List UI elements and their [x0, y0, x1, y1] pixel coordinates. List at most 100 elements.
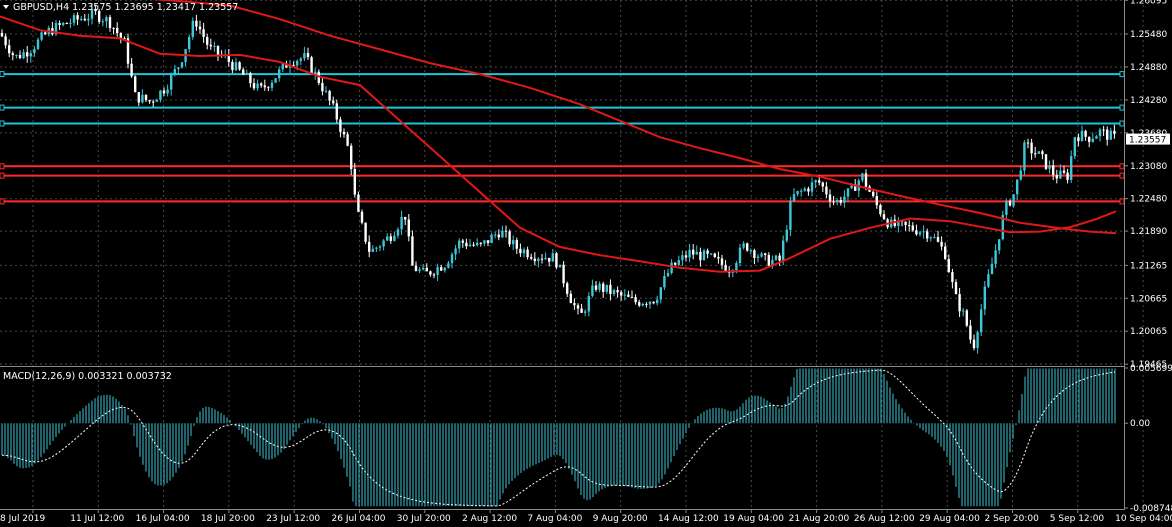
- candle-body: [242, 69, 245, 75]
- candle-body: [807, 188, 810, 192]
- candle-body: [1102, 129, 1105, 131]
- candle-body: [976, 332, 979, 349]
- horizontal-levels[interactable]: [0, 71, 1125, 205]
- price-tick-label: 1.25480: [1130, 30, 1167, 40]
- candle-body: [764, 253, 767, 256]
- candle-body: [54, 23, 58, 35]
- candle-body: [850, 184, 853, 189]
- macd-signal-line: [1, 369, 1116, 507]
- candle-body: [159, 90, 162, 100]
- candle-body: [994, 250, 997, 264]
- level-anchor-right: [1119, 172, 1125, 179]
- candle-body: [548, 257, 551, 262]
- candle-body: [263, 85, 266, 88]
- macd-tick-label: -0.008748: [1130, 504, 1172, 514]
- price-tick-label: 1.22480: [1130, 195, 1167, 205]
- candle-body: [292, 64, 295, 66]
- candle-body: [1041, 151, 1044, 155]
- candle-body: [1005, 200, 1008, 215]
- candle-body: [947, 259, 950, 273]
- candle-body: [479, 242, 482, 244]
- candle-body: [933, 237, 936, 239]
- candle-body: [681, 255, 684, 261]
- candle-body: [965, 310, 968, 326]
- candle-body: [213, 45, 216, 47]
- candle-body: [771, 259, 774, 266]
- candle-body: [706, 250, 709, 254]
- candle-body: [580, 308, 583, 313]
- candle-body: [144, 94, 148, 101]
- candle-body: [782, 240, 785, 261]
- price-tick-label: 1.24280: [1130, 96, 1167, 106]
- candle-body: [1026, 142, 1030, 144]
- symbol-info: GBPUSD,H4 1.23575 1.23695 1.23417 1.2355…: [13, 2, 238, 13]
- candle-body: [324, 90, 328, 92]
- candle-body: [951, 272, 954, 283]
- price-tick-label: 1.26095: [1130, 0, 1167, 6]
- candle-body: [1001, 214, 1004, 240]
- candle-body: [328, 90, 331, 101]
- candle-body: [832, 201, 835, 203]
- candle-body: [252, 83, 256, 89]
- candle-body: [411, 236, 414, 266]
- candle-body: [130, 63, 133, 77]
- candle-body: [206, 37, 209, 45]
- candle-body: [249, 72, 252, 84]
- time-tick-label: 26 Aug 12:00: [854, 514, 915, 524]
- candle-body: [504, 230, 508, 232]
- candle-body: [713, 253, 716, 257]
- candle-body: [472, 244, 475, 246]
- candle-body: [688, 249, 691, 258]
- candle-body: [940, 241, 943, 247]
- candle-body: [591, 285, 594, 296]
- collapse-triangle-icon: [3, 5, 9, 9]
- candle-body: [152, 101, 155, 103]
- candle-body: [576, 305, 580, 309]
- candle-body: [29, 53, 32, 57]
- time-tick-label: 11 Jul 12:00: [70, 514, 124, 524]
- macd-tick-label: 0.00: [1130, 419, 1150, 429]
- price-tick-label: 1.20665: [1130, 294, 1167, 304]
- candle-body: [926, 231, 929, 239]
- candle-body: [990, 263, 994, 275]
- candle-body: [148, 100, 151, 102]
- candle-body: [335, 103, 338, 120]
- candle-body: [749, 250, 752, 252]
- candle-body: [566, 283, 569, 294]
- candle-body: [296, 60, 299, 66]
- candle-body: [638, 302, 641, 306]
- candle-body: [134, 76, 137, 93]
- macd-tick-label: 0.005699: [1130, 364, 1172, 374]
- time-axis[interactable]: 8 Jul 2019 11 Jul 12:00 16 Jul 04:00 18 Jul…: [0, 509, 1172, 524]
- candle-body: [188, 36, 191, 50]
- candle-body: [382, 240, 385, 247]
- level-anchor-left: [0, 163, 5, 170]
- candle-body: [202, 29, 205, 38]
- level-anchor-left: [0, 172, 5, 179]
- candle-body: [677, 260, 680, 265]
- candle-body: [720, 258, 724, 265]
- candle-body: [407, 219, 410, 237]
- candle-body: [785, 229, 788, 241]
- candle-body: [414, 265, 418, 272]
- grid: [0, 0, 1144, 509]
- time-tick-label: 29 Aug 04:00: [919, 514, 980, 524]
- candle-body: [904, 221, 907, 226]
- candle-body: [753, 250, 756, 258]
- price-tick-label: 1.21890: [1130, 227, 1167, 237]
- candle-body: [425, 267, 428, 272]
- candle-body: [861, 173, 864, 181]
- candle-body: [774, 255, 778, 260]
- candle-body: [310, 57, 313, 74]
- candle-body: [573, 303, 576, 306]
- price-axis[interactable]: 1.260951.254801.248801.242801.236801.230…: [1124, 0, 1167, 370]
- candle-body: [436, 267, 439, 275]
- candle-body: [843, 196, 846, 203]
- candle-body: [515, 240, 518, 249]
- candle-body: [238, 62, 241, 70]
- candle-body: [796, 190, 799, 195]
- candle-body: [278, 69, 281, 79]
- macd-signal-path: [1, 369, 1116, 507]
- price-tick-label: 1.24880: [1130, 63, 1167, 73]
